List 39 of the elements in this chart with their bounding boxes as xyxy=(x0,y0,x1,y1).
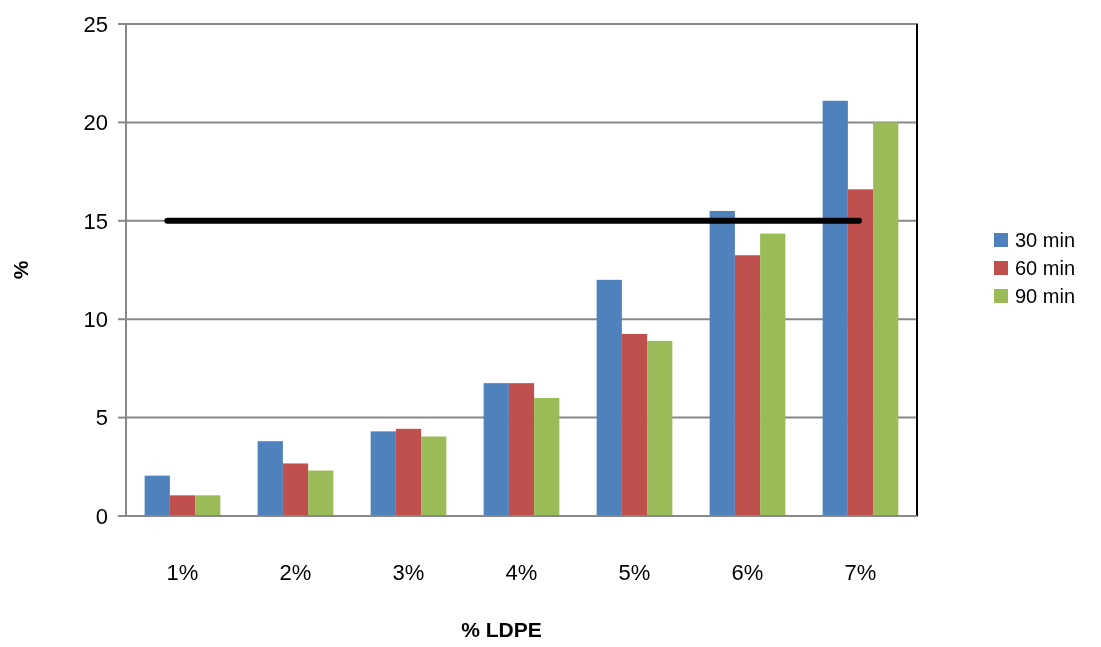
bar xyxy=(395,428,422,516)
x-tick-label: 3% xyxy=(392,560,425,585)
bar xyxy=(144,475,170,516)
bar xyxy=(822,100,848,516)
bar xyxy=(709,210,735,516)
y-tick-label: 25 xyxy=(83,11,108,37)
legend-label: 30 min xyxy=(1015,229,1076,251)
y-tick-label: 20 xyxy=(83,110,108,136)
y-tick-label: 10 xyxy=(83,306,108,332)
x-tick-label: 2% xyxy=(279,560,312,585)
y-axis-title: % xyxy=(9,260,32,280)
y-tick-label: 0 xyxy=(95,503,108,529)
y-tick-label: 5 xyxy=(95,405,108,431)
x-tick-label: 5% xyxy=(618,560,651,585)
bar xyxy=(596,279,622,516)
bar xyxy=(734,255,761,516)
y-tick-label: 15 xyxy=(83,208,108,234)
bar xyxy=(370,431,396,516)
x-axis-title: % LDPE xyxy=(461,618,542,641)
bar xyxy=(847,189,874,516)
x-tick-label: 6% xyxy=(731,560,764,585)
bar xyxy=(421,436,447,516)
bar xyxy=(257,441,283,516)
legend-label: 90 min xyxy=(1015,285,1076,307)
bar xyxy=(647,340,673,516)
bar xyxy=(534,397,560,516)
bar xyxy=(483,383,509,516)
bar xyxy=(308,470,334,516)
x-tick-label: 7% xyxy=(844,560,877,585)
bar xyxy=(282,463,309,516)
x-tick-label: 1% xyxy=(166,560,199,585)
bar xyxy=(621,333,648,516)
bar xyxy=(508,383,535,516)
bar xyxy=(873,122,899,516)
bar xyxy=(760,233,786,516)
bar xyxy=(195,495,221,516)
x-tick-label: 4% xyxy=(505,560,538,585)
bar xyxy=(169,495,196,516)
legend-label: 60 min xyxy=(1015,257,1076,279)
